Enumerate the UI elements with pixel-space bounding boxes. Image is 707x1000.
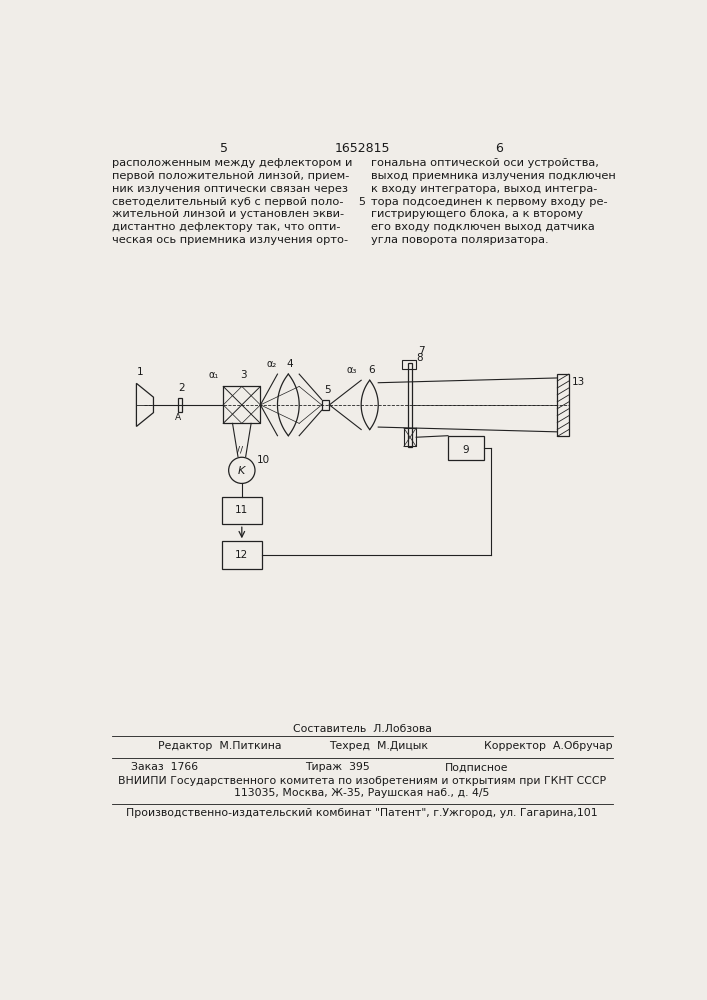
Text: ник излучения оптически связан через: ник излучения оптически связан через xyxy=(112,184,348,194)
Bar xyxy=(557,374,569,436)
Text: 5: 5 xyxy=(220,142,228,155)
Text: α₁: α₁ xyxy=(209,370,219,380)
Text: Заказ  1766: Заказ 1766 xyxy=(131,762,198,772)
Text: 5: 5 xyxy=(358,197,366,207)
Text: ВНИИПИ Государственного комитета по изобретениям и открытиям при ГКНТ СССР: ВНИИПИ Государственного комитета по изоб… xyxy=(118,776,606,786)
Text: угла поворота поляризатора.: угла поворота поляризатора. xyxy=(371,235,549,245)
Bar xyxy=(402,360,416,369)
Text: Редактор  М.Питкина: Редактор М.Питкина xyxy=(158,741,281,751)
Text: 10: 10 xyxy=(257,455,269,465)
Text: 12: 12 xyxy=(235,550,248,560)
Text: 13: 13 xyxy=(572,377,585,387)
Text: расположенным между дефлектором и: расположенным между дефлектором и xyxy=(112,158,352,168)
Text: жительной линзой и установлен экви-: жительной линзой и установлен экви- xyxy=(112,209,344,219)
Bar xyxy=(448,436,484,460)
Text: A: A xyxy=(175,413,180,422)
Bar xyxy=(223,386,260,423)
Text: 8: 8 xyxy=(416,353,423,363)
Text: Тираж  395: Тираж 395 xyxy=(305,762,370,772)
Bar xyxy=(177,398,182,412)
Text: 11: 11 xyxy=(235,505,248,515)
Text: тора подсоединен к первому входу ре-: тора подсоединен к первому входу ре- xyxy=(371,197,608,207)
Text: выход приемника излучения подключен: выход приемника излучения подключен xyxy=(371,171,616,181)
Bar xyxy=(408,363,412,447)
Text: α₂: α₂ xyxy=(266,359,276,369)
Text: Составитель  Л.Лобзова: Составитель Л.Лобзова xyxy=(293,724,431,734)
Text: гональна оптической оси устройства,: гональна оптической оси устройства, xyxy=(371,158,599,168)
Text: K: K xyxy=(238,466,245,476)
Text: 2: 2 xyxy=(178,383,185,393)
Text: α₃: α₃ xyxy=(346,365,357,375)
Bar xyxy=(404,428,416,446)
Text: дистантно дефлектору так, что опти-: дистантно дефлектору так, что опти- xyxy=(112,222,340,232)
Text: 1: 1 xyxy=(136,367,143,377)
Text: Производственно-издательский комбинат "Патент", г.Ужгород, ул. Гагарина,101: Производственно-издательский комбинат "П… xyxy=(126,808,597,818)
Text: 6: 6 xyxy=(368,365,375,375)
Text: Техред  М.Дицык: Техред М.Дицык xyxy=(329,741,428,751)
Text: Корректор  А.Обручар: Корректор А.Обручар xyxy=(484,741,612,751)
Text: ческая ось приемника излучения орто-: ческая ось приемника излучения орто- xyxy=(112,235,348,245)
Text: первой положительной линзой, прием-: первой положительной линзой, прием- xyxy=(112,171,349,181)
Bar xyxy=(222,497,262,524)
Text: его входу подключен выход датчика: его входу подключен выход датчика xyxy=(371,222,595,232)
Text: 6: 6 xyxy=(495,142,503,155)
Bar xyxy=(322,400,329,410)
Text: светоделительный куб с первой поло-: светоделительный куб с первой поло- xyxy=(112,197,343,207)
Text: 1652815: 1652815 xyxy=(334,142,390,155)
Text: 4: 4 xyxy=(286,359,293,369)
Text: 9: 9 xyxy=(462,445,469,455)
Text: 7: 7 xyxy=(418,346,424,356)
Text: гистрирующего блока, а к второму: гистрирующего блока, а к второму xyxy=(371,209,583,219)
Text: к входу интегратора, выход интегра-: к входу интегратора, выход интегра- xyxy=(371,184,597,194)
Bar xyxy=(222,541,262,569)
Text: //: // xyxy=(237,446,243,455)
Text: Подписное: Подписное xyxy=(445,762,508,772)
Text: 113035, Москва, Ж-35, Раушская наб., д. 4/5: 113035, Москва, Ж-35, Раушская наб., д. … xyxy=(234,788,490,798)
Text: 3: 3 xyxy=(240,370,247,380)
Text: 5: 5 xyxy=(324,385,330,395)
